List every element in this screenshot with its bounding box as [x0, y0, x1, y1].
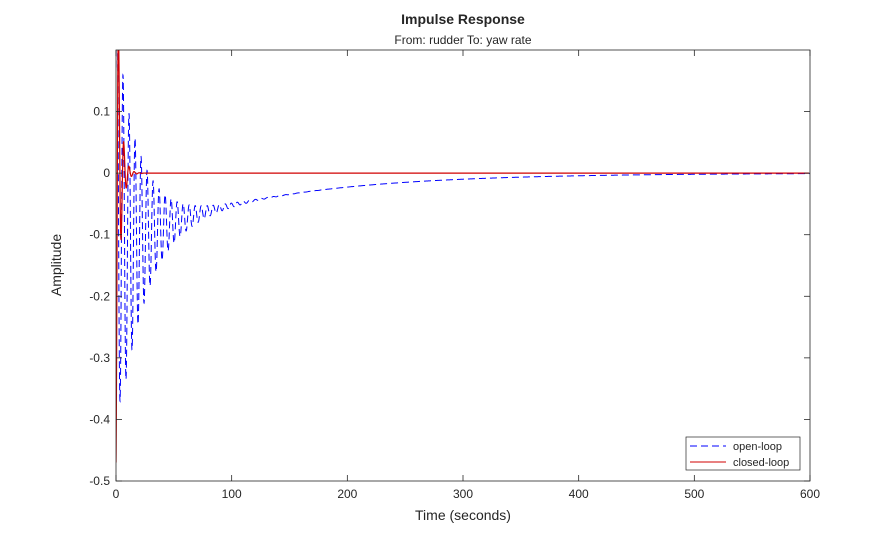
legend-label-open-loop: open-loop — [733, 441, 782, 453]
series-line-open-loop — [116, 50, 810, 403]
x-tick-label: 100 — [222, 487, 242, 501]
x-tick-label: 600 — [800, 487, 820, 501]
y-axis-label: Amplitude — [48, 234, 64, 296]
legend-box — [685, 436, 801, 471]
x-tick-label: 300 — [453, 487, 473, 501]
series-line-closed-loop — [116, 50, 809, 463]
plot-area — [116, 50, 810, 481]
y-tick-label: -0.3 — [89, 351, 110, 365]
y-tick-label: -0.5 — [89, 474, 110, 488]
legend: open-loop closed-loop — [685, 436, 801, 471]
chart-subtitle: From: rudder To: yaw rate — [394, 33, 531, 47]
x-tick-label: 400 — [569, 487, 589, 501]
chart-title: Impulse Response — [401, 11, 525, 27]
y-tick-label: -0.1 — [89, 228, 110, 242]
x-axis-label: Time (seconds) — [415, 507, 511, 523]
legend-label-closed-loop: closed-loop — [733, 457, 789, 469]
axis-ticks: 0 100 200 300 400 500 600 0.1 0 -0.1 -0.2 -0.3 -0.4 -… — [89, 50, 820, 501]
x-tick-label: 0 — [113, 487, 120, 501]
y-tick-label: 0 — [103, 166, 110, 180]
x-tick-label: 200 — [337, 487, 357, 501]
y-tick-label: -0.2 — [89, 289, 110, 303]
y-tick-label: 0.1 — [93, 105, 110, 119]
y-tick-label: -0.4 — [89, 412, 110, 426]
data-traces — [116, 50, 810, 463]
x-tick-label: 500 — [684, 487, 704, 501]
